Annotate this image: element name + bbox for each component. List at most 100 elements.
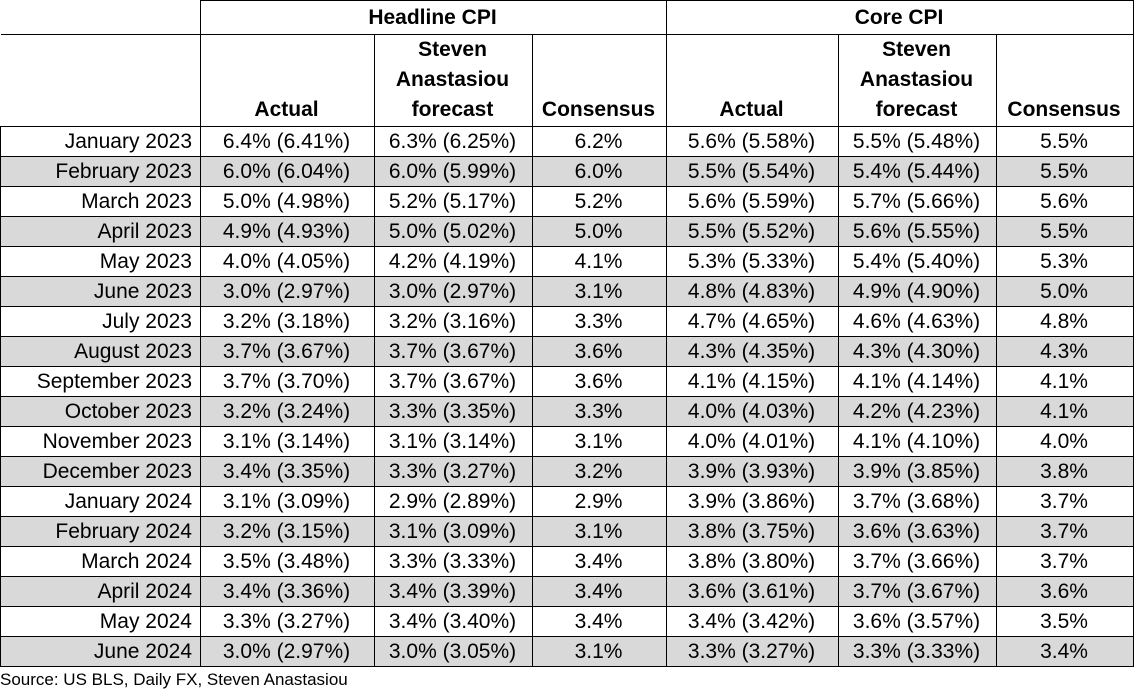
month-cell: April 2024 xyxy=(0,576,201,607)
table-row: May 2023 4.0% (4.05%) 4.2% (4.19%) 4.1% 5.3%… xyxy=(0,246,1134,277)
headline-forecast-cell: 2.9% (2.89%) xyxy=(374,486,533,517)
headline-forecast-cell: 5.0% (5.02%) xyxy=(374,216,533,247)
table-row: June 2024 3.0% (2.97%) 3.0% (3.05%) 3.1% 3.3… xyxy=(0,636,1134,667)
table-row: January 2023 6.4% (6.41%) 6.3% (6.25%) 6.2%… xyxy=(0,126,1134,157)
headline-consensus-cell: 3.1% xyxy=(531,276,668,307)
core-actual-cell: 4.7% (4.65%) xyxy=(666,306,840,337)
headline-forecast-cell: 3.3% (3.33%) xyxy=(374,546,533,577)
headline-forecast-cell: 6.0% (5.99%) xyxy=(374,156,533,187)
corner-blank xyxy=(0,0,201,35)
headline-consensus-cell: 3.2% xyxy=(531,456,668,487)
table-row: August 2023 3.7% (3.67%) 3.7% (3.67%) 3.6% 4… xyxy=(0,336,1134,367)
core-actual-cell: 5.6% (5.59%) xyxy=(666,186,840,217)
core-actual-cell: 4.1% (4.15%) xyxy=(666,366,840,397)
headline-consensus-cell: 3.6% xyxy=(531,336,668,367)
core-forecast-cell: 3.3% (3.33%) xyxy=(838,636,998,667)
headline-actual-cell: 3.0% (2.97%) xyxy=(200,636,375,667)
table-row: February 2023 6.0% (6.04%) 6.0% (5.99%) 6.0… xyxy=(0,156,1134,187)
headline-forecast-cell: 4.2% (4.19%) xyxy=(374,246,533,277)
source-note: Source: US BLS, Daily FX, Steven Anastas… xyxy=(0,670,348,689)
month-cell: March 2024 xyxy=(0,546,201,577)
headline-actual-cell: 6.0% (6.04%) xyxy=(200,156,375,187)
headline-actual-cell: 3.4% (3.35%) xyxy=(200,456,375,487)
table-row: July 2023 3.2% (3.18%) 3.2% (3.16%) 3.3% 4.7… xyxy=(0,306,1134,337)
core-forecast-cell: 3.9% (3.85%) xyxy=(838,456,998,487)
month-header-blank xyxy=(0,34,201,127)
headline-consensus-cell: 4.1% xyxy=(531,246,668,277)
table-row: April 2023 4.9% (4.93%) 5.0% (5.02%) 5.0% 5.… xyxy=(0,216,1134,247)
col-header-headline-consensus: Consensus xyxy=(531,34,668,127)
headline-consensus-cell: 3.6% xyxy=(531,366,668,397)
month-cell: July 2023 xyxy=(0,306,201,337)
table-row: April 2024 3.4% (3.36%) 3.4% (3.39%) 3.4% 3.… xyxy=(0,576,1134,607)
core-consensus-cell: 3.4% xyxy=(996,636,1134,667)
core-consensus-cell: 5.6% xyxy=(996,186,1134,217)
core-actual-cell: 4.0% (4.01%) xyxy=(666,426,840,457)
month-cell: December 2023 xyxy=(0,456,201,487)
table-row: October 2023 3.2% (3.24%) 3.3% (3.35%) 3.3%… xyxy=(0,396,1134,427)
month-cell: April 2023 xyxy=(0,216,201,247)
headline-forecast-cell: 3.7% (3.67%) xyxy=(374,336,533,367)
core-consensus-cell: 3.6% xyxy=(996,576,1134,607)
col-header-core-actual: Actual xyxy=(666,34,840,127)
table-row: March 2023 5.0% (4.98%) 5.2% (5.17%) 5.2% 5.… xyxy=(0,186,1134,217)
core-actual-cell: 5.3% (5.33%) xyxy=(666,246,840,277)
core-consensus-cell: 5.0% xyxy=(996,276,1134,307)
table-row: June 2023 3.0% (2.97%) 3.0% (2.97%) 3.1% 4.8… xyxy=(0,276,1134,307)
core-consensus-cell: 3.7% xyxy=(996,486,1134,517)
core-actual-cell: 5.6% (5.58%) xyxy=(666,126,840,157)
headline-forecast-cell: 5.2% (5.17%) xyxy=(374,186,533,217)
core-actual-cell: 3.8% (3.75%) xyxy=(666,516,840,547)
cpi-forecast-table: Headline CPI Core CPI Actual Steven Anas… xyxy=(0,0,1134,667)
headline-forecast-cell: 3.0% (3.05%) xyxy=(374,636,533,667)
headline-actual-cell: 6.4% (6.41%) xyxy=(200,126,375,157)
core-consensus-cell: 5.5% xyxy=(996,126,1134,157)
col-header-core-forecast: Steven Anastasiou forecast xyxy=(838,34,998,127)
headline-consensus-cell: 3.1% xyxy=(531,426,668,457)
core-forecast-cell: 5.7% (5.66%) xyxy=(838,186,998,217)
headline-forecast-cell: 3.7% (3.67%) xyxy=(374,366,533,397)
headline-consensus-cell: 3.1% xyxy=(531,516,668,547)
headline-forecast-cell: 3.4% (3.40%) xyxy=(374,606,533,637)
month-cell: February 2023 xyxy=(0,156,201,187)
headline-consensus-cell: 2.9% xyxy=(531,486,668,517)
core-forecast-cell: 3.7% (3.67%) xyxy=(838,576,998,607)
headline-consensus-cell: 6.2% xyxy=(531,126,668,157)
core-forecast-cell: 4.6% (4.63%) xyxy=(838,306,998,337)
month-cell: January 2024 xyxy=(0,486,201,517)
month-cell: September 2023 xyxy=(0,366,201,397)
headline-consensus-cell: 3.3% xyxy=(531,396,668,427)
core-forecast-cell: 4.3% (4.30%) xyxy=(838,336,998,367)
table-row: February 2024 3.2% (3.15%) 3.1% (3.09%) 3.1… xyxy=(0,516,1134,547)
month-cell: March 2023 xyxy=(0,186,201,217)
core-actual-cell: 3.3% (3.27%) xyxy=(666,636,840,667)
group-header-core: Core CPI xyxy=(666,0,1134,35)
col-header-core-consensus: Consensus xyxy=(996,34,1134,127)
core-consensus-cell: 4.1% xyxy=(996,396,1134,427)
headline-consensus-cell: 3.1% xyxy=(531,636,668,667)
core-actual-cell: 4.8% (4.83%) xyxy=(666,276,840,307)
headline-actual-cell: 3.5% (3.48%) xyxy=(200,546,375,577)
core-consensus-cell: 4.0% xyxy=(996,426,1134,457)
headline-consensus-cell: 3.4% xyxy=(531,606,668,637)
core-actual-cell: 3.9% (3.93%) xyxy=(666,456,840,487)
headline-actual-cell: 3.2% (3.15%) xyxy=(200,516,375,547)
core-consensus-cell: 3.7% xyxy=(996,516,1134,547)
core-forecast-cell: 5.4% (5.40%) xyxy=(838,246,998,277)
headline-actual-cell: 5.0% (4.98%) xyxy=(200,186,375,217)
table-row: November 2023 3.1% (3.14%) 3.1% (3.14%) 3.1… xyxy=(0,426,1134,457)
headline-forecast-cell: 3.1% (3.14%) xyxy=(374,426,533,457)
table-row: March 2024 3.5% (3.48%) 3.3% (3.33%) 3.4% 3.… xyxy=(0,546,1134,577)
headline-forecast-cell: 3.4% (3.39%) xyxy=(374,576,533,607)
core-actual-cell: 4.3% (4.35%) xyxy=(666,336,840,367)
month-cell: November 2023 xyxy=(0,426,201,457)
headline-actual-cell: 3.2% (3.18%) xyxy=(200,306,375,337)
table-row: December 2023 3.4% (3.35%) 3.3% (3.27%) 3.2… xyxy=(0,456,1134,487)
table-row: May 2024 3.3% (3.27%) 3.4% (3.40%) 3.4% 3.4%… xyxy=(0,606,1134,637)
table-row: September 2023 3.7% (3.70%) 3.7% (3.67%) 3.… xyxy=(0,366,1134,397)
core-consensus-cell: 3.7% xyxy=(996,546,1134,577)
headline-actual-cell: 4.0% (4.05%) xyxy=(200,246,375,277)
col-header-headline-actual: Actual xyxy=(200,34,375,127)
core-consensus-cell: 4.3% xyxy=(996,336,1134,367)
group-header-headline: Headline CPI xyxy=(199,0,668,35)
